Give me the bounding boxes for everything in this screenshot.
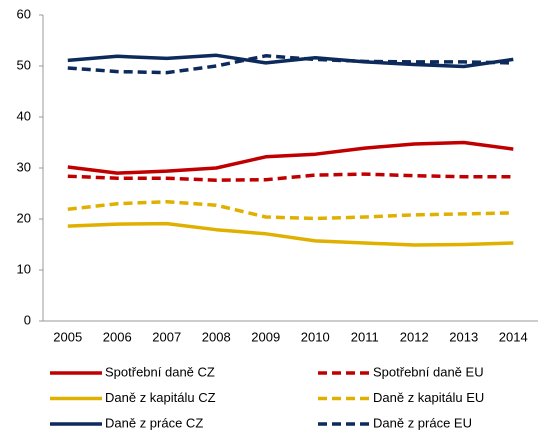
x-tick-label: 2005 [53,329,82,344]
y-tick-label: 20 [17,210,31,225]
series-line [67,53,514,69]
series-line [67,221,514,247]
x-tick-label: 2008 [202,329,231,344]
y-tick-label: 60 [17,6,31,21]
legend-label: Daně z kapitálu EU [373,390,484,405]
x-tick-label: 2012 [400,329,429,344]
y-tick-label: 0 [24,312,31,327]
y-tick-label: 10 [17,261,31,276]
series-line [67,140,514,175]
legend-label: Spotřební daně EU [373,364,484,379]
x-tick-label: 2014 [499,329,528,344]
x-tick-label: 2007 [152,329,181,344]
series-line [67,172,514,182]
legend-label: Daně z kapitálu CZ [105,390,216,405]
x-tick-label: 2009 [251,329,280,344]
y-tick-label: 40 [17,108,31,123]
x-tick-label: 2013 [449,329,478,344]
y-tick-label: 50 [17,57,31,72]
x-tick-label: 2006 [103,329,132,344]
x-tick-label: 2010 [301,329,330,344]
y-tick-label: 30 [17,159,31,174]
legend-label: Daně z práce EU [373,415,472,430]
series-line [67,54,514,75]
legend-label: Spotřební daně CZ [105,364,215,379]
x-tick-label: 2011 [351,329,379,344]
series-line [67,199,514,221]
legend-label: Daně z práce CZ [105,415,203,430]
